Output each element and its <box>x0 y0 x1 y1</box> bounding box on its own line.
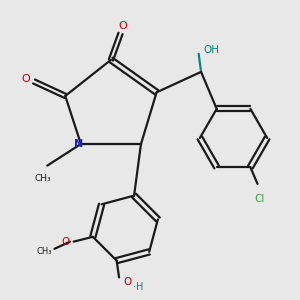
Text: Cl: Cl <box>255 194 265 204</box>
Text: ·H: ·H <box>134 282 144 292</box>
Text: N: N <box>74 139 83 149</box>
Text: O: O <box>124 277 132 287</box>
Text: O: O <box>62 237 70 247</box>
Text: OH: OH <box>203 45 220 55</box>
Text: CH₃: CH₃ <box>37 247 52 256</box>
Text: O: O <box>118 21 127 31</box>
Text: CH₃: CH₃ <box>34 174 51 183</box>
Text: O: O <box>21 74 30 84</box>
